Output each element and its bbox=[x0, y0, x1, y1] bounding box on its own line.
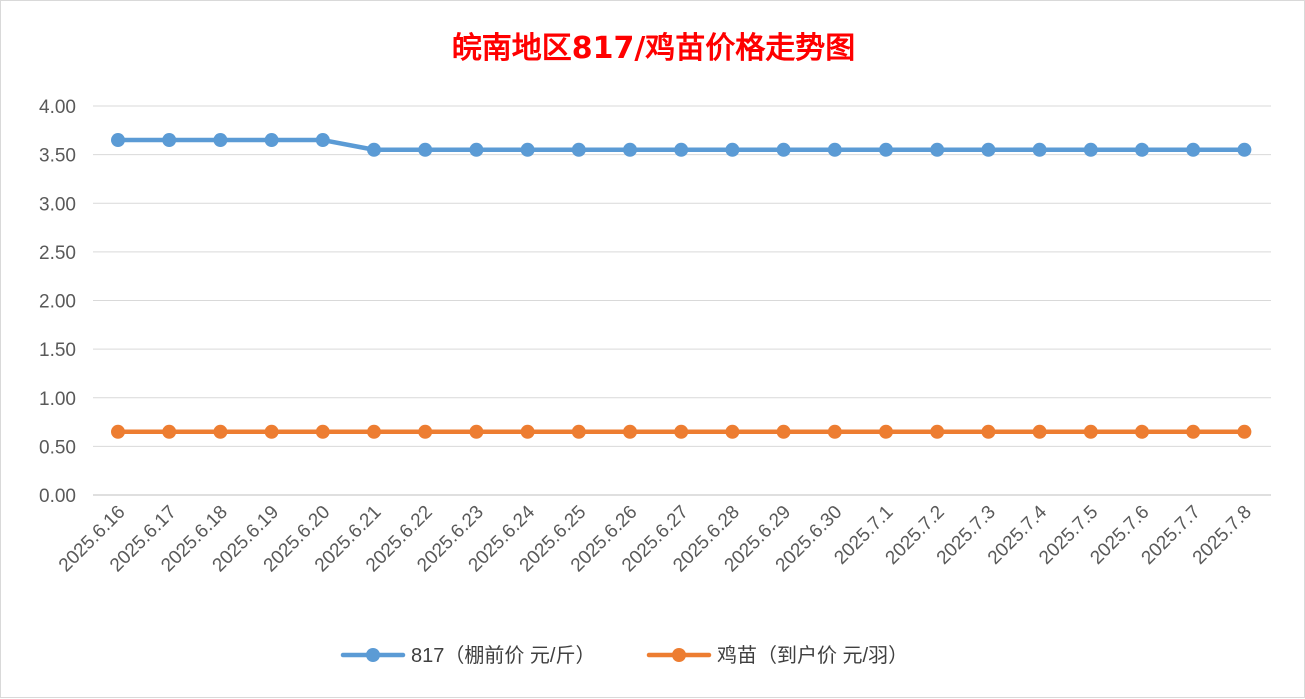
data-point bbox=[1032, 142, 1047, 157]
legend-label-2: 鸡苗（到户价 元/羽） bbox=[717, 644, 908, 667]
data-point bbox=[623, 424, 637, 439]
data-point bbox=[1135, 142, 1149, 157]
data-point bbox=[725, 142, 740, 157]
data-point bbox=[418, 142, 433, 157]
y-axis-ticks: 0.00 0.50 1.00 1.50 2.00 2.50 3.00 3.50 4.00 bbox=[39, 97, 76, 507]
data-point bbox=[315, 133, 330, 148]
data-point bbox=[111, 424, 125, 439]
data-point bbox=[571, 142, 586, 157]
y-tick-label: 2.00 bbox=[39, 292, 76, 313]
data-point bbox=[981, 142, 996, 157]
data-point bbox=[879, 424, 893, 439]
y-tick-label: 0.00 bbox=[39, 486, 76, 507]
data-point bbox=[827, 142, 842, 157]
data-point bbox=[1135, 424, 1149, 439]
legend-marker-2 bbox=[672, 648, 686, 662]
data-point bbox=[367, 142, 381, 157]
y-tick-label: 3.50 bbox=[39, 146, 76, 167]
data-point bbox=[981, 424, 996, 439]
data-point bbox=[469, 142, 484, 157]
data-point bbox=[1083, 142, 1098, 157]
data-point bbox=[879, 142, 893, 157]
series-group bbox=[111, 133, 1252, 439]
data-point bbox=[1237, 424, 1252, 439]
data-point bbox=[315, 424, 330, 439]
chart-title: 皖南地区817/鸡苗价格走势图 bbox=[451, 31, 856, 66]
data-point bbox=[213, 424, 228, 439]
data-point bbox=[623, 142, 637, 157]
data-point bbox=[776, 424, 791, 439]
data-point bbox=[1237, 142, 1252, 157]
data-point bbox=[930, 424, 945, 439]
legend: 817（棚前价 元/斤） 鸡苗（到户价 元/羽） bbox=[340, 644, 908, 667]
y-tick-label: 4.00 bbox=[39, 97, 76, 118]
data-point bbox=[827, 424, 842, 439]
y-tick-label: 2.50 bbox=[39, 243, 76, 264]
data-point bbox=[1032, 424, 1047, 439]
data-point bbox=[1186, 424, 1201, 439]
data-point bbox=[725, 424, 740, 439]
gridlines bbox=[93, 105, 1271, 496]
data-point bbox=[571, 424, 586, 439]
legend-marker-1 bbox=[366, 648, 380, 662]
data-point bbox=[418, 424, 433, 439]
data-point bbox=[520, 424, 535, 439]
data-point bbox=[520, 142, 535, 157]
y-tick-label: 3.00 bbox=[39, 194, 76, 215]
data-point bbox=[264, 424, 279, 439]
data-point bbox=[674, 142, 689, 157]
data-point bbox=[162, 133, 177, 148]
data-point bbox=[1186, 142, 1201, 157]
x-axis-ticks: 2025.6.162025.6.172025.6.182025.6.192025… bbox=[55, 501, 1256, 576]
y-tick-label: 1.00 bbox=[39, 389, 76, 410]
data-point bbox=[162, 424, 177, 439]
data-point bbox=[1083, 424, 1098, 439]
y-tick-label: 1.50 bbox=[39, 340, 76, 361]
data-point bbox=[111, 133, 125, 148]
data-point bbox=[264, 133, 279, 148]
legend-label-1: 817（棚前价 元/斤） bbox=[411, 644, 595, 667]
y-tick-label: 0.50 bbox=[39, 437, 76, 458]
data-point bbox=[776, 142, 791, 157]
data-point bbox=[367, 424, 381, 439]
data-point bbox=[674, 424, 689, 439]
data-point bbox=[469, 424, 484, 439]
data-point bbox=[930, 142, 945, 157]
data-point bbox=[213, 133, 228, 148]
